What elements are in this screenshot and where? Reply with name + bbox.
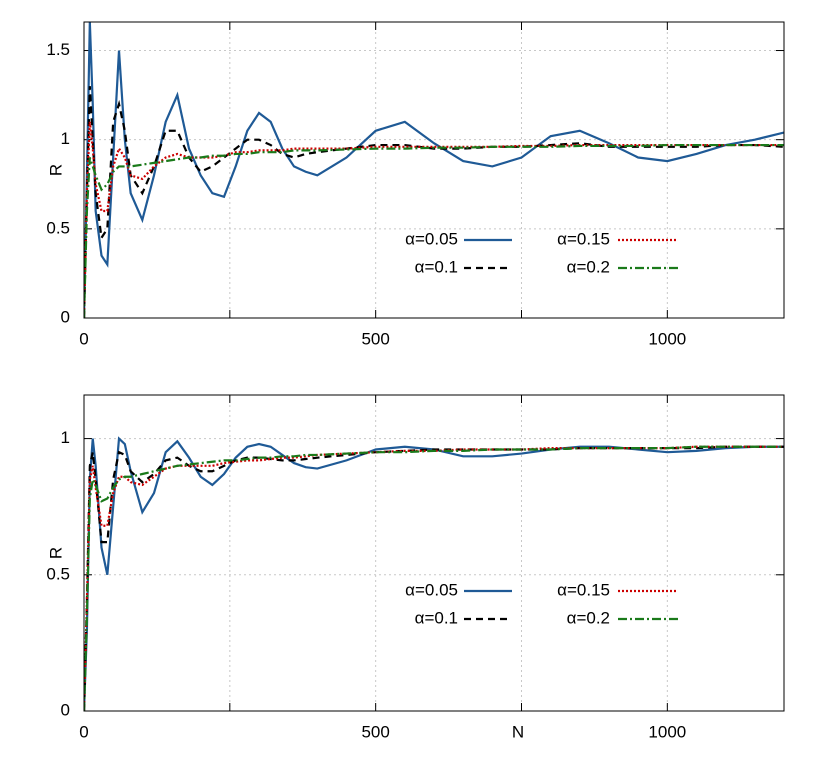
series-line	[84, 86, 784, 318]
y-tick-label: 0	[61, 307, 70, 326]
y-tick-label: 1	[61, 129, 70, 148]
series-group	[84, 436, 784, 711]
x-tick-label: 500	[361, 722, 389, 741]
legend-label: α=0.05	[405, 229, 458, 248]
legend-label: α=0.2	[567, 257, 610, 276]
series-group	[84, 22, 784, 318]
x-tick-label: 0	[79, 329, 88, 348]
series-line	[84, 143, 784, 318]
panel: 0 0.5 1 0 500 1000 α=0.05 α=0.1 α=0.15 α=0.2 R N	[46, 394, 785, 741]
x-axis-label: N	[512, 722, 524, 741]
y-tick-label: 0.5	[46, 218, 70, 237]
legend-label: α=0.15	[557, 580, 610, 599]
legend-label: α=0.1	[415, 257, 458, 276]
series-line	[84, 22, 784, 318]
plot-frame	[83, 21, 785, 319]
series-line	[84, 436, 784, 711]
x-tick-label: 500	[361, 329, 389, 348]
legend-label: α=0.05	[405, 580, 458, 599]
legend-label: α=0.2	[567, 608, 610, 627]
series-line	[84, 445, 784, 711]
y-tick-label: 1.5	[46, 40, 70, 59]
x-tick-label: 1000	[648, 329, 686, 348]
plot-frame	[83, 394, 785, 712]
y-axis-label: R	[46, 164, 65, 176]
x-tick-label: 1000	[648, 722, 686, 741]
series-line	[84, 445, 784, 711]
y-tick-label: 0	[61, 700, 70, 719]
y-tick-label: 1	[61, 428, 70, 447]
panel: 0 0.5 1 1.5 0 500 1000 α=0.05 α=0.1 α=0.15 α=0.2 R	[46, 21, 785, 348]
y-tick-label: 0.5	[46, 564, 70, 583]
series-line	[84, 445, 784, 711]
y-axis-label: R	[46, 547, 65, 559]
x-tick-label: 0	[79, 722, 88, 741]
legend-label: α=0.1	[415, 608, 458, 627]
legend-label: α=0.15	[557, 229, 610, 248]
